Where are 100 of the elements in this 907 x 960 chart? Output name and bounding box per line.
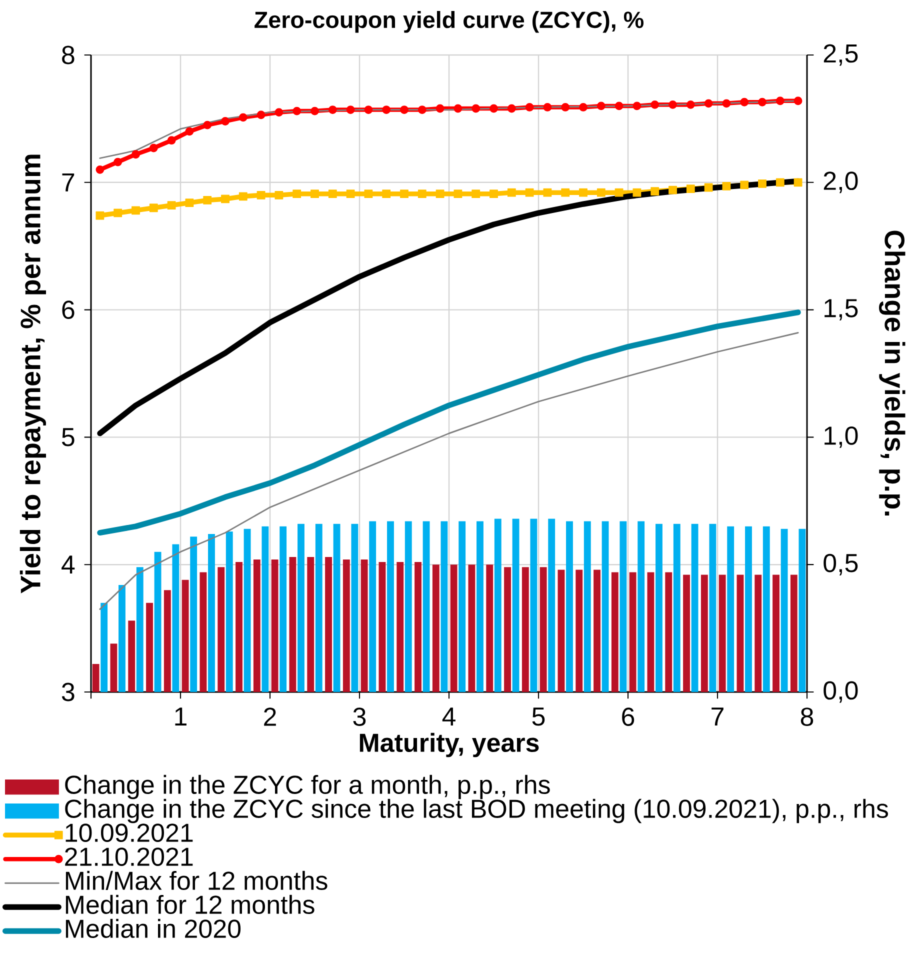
bar: [727, 526, 734, 692]
bar: [307, 556, 314, 692]
point: [650, 100, 660, 109]
point: [185, 198, 194, 207]
legend-label: Change in the ZCYC for a month, p.p., rhs: [65, 774, 550, 800]
point: [418, 190, 426, 198]
point: [400, 106, 408, 114]
point: [238, 113, 248, 122]
point: [114, 158, 122, 166]
point: [525, 103, 534, 112]
bar: [315, 524, 322, 692]
point: [114, 208, 122, 218]
point: [525, 188, 534, 197]
bar: [351, 524, 358, 692]
bar: [772, 574, 780, 692]
y-tick-label: 3: [62, 682, 74, 702]
point: [579, 103, 588, 112]
bar: [253, 560, 260, 692]
y-tick-label: 7: [62, 173, 74, 192]
x-axis-title: Maturity, years: [360, 732, 539, 758]
x-tick-label: 5: [532, 708, 545, 726]
bar: [396, 562, 404, 692]
bar: [200, 572, 207, 692]
bar: [218, 567, 225, 692]
point: [256, 110, 266, 120]
y2-tick-label: 0,5: [824, 554, 858, 576]
point: [418, 106, 426, 114]
legend-label: 10.09.2021: [66, 824, 193, 842]
point: [472, 190, 480, 198]
y2-tick-label: 1,5: [824, 299, 858, 320]
point: [543, 103, 552, 112]
point: [632, 102, 642, 110]
point: [758, 179, 766, 188]
bar: [450, 564, 458, 692]
bar: [458, 521, 466, 692]
point: [758, 98, 766, 106]
point: [132, 206, 140, 215]
y-tick-label: 6: [62, 300, 74, 319]
bar: [700, 574, 708, 692]
bar: [790, 574, 798, 692]
point: [776, 96, 784, 106]
point: [256, 190, 266, 200]
bar: [468, 564, 476, 692]
bar: [736, 574, 744, 692]
bar: [136, 567, 144, 692]
point: [740, 98, 749, 106]
bar: [530, 518, 538, 692]
point: [794, 96, 802, 106]
bar: [432, 564, 440, 692]
line-series: [99, 332, 799, 610]
bar: [745, 526, 752, 692]
point: [149, 204, 158, 212]
point: [364, 190, 373, 198]
point: [328, 106, 337, 114]
point: [614, 188, 624, 197]
y-axis-title: Yield to repayment, % per annum: [20, 154, 46, 594]
point: [561, 103, 570, 112]
point: [490, 190, 498, 198]
bar: [602, 521, 609, 692]
point: [364, 106, 373, 114]
point: [561, 188, 570, 197]
bar: [594, 570, 600, 692]
bar: [522, 567, 529, 692]
bar: [683, 574, 690, 692]
x-tick-label: 2: [264, 708, 276, 726]
bar: [262, 526, 269, 692]
point: [203, 196, 212, 204]
bar: [540, 567, 547, 692]
point: [490, 104, 498, 113]
bar: [360, 560, 368, 692]
point: [776, 178, 784, 187]
bar: [558, 570, 565, 692]
bar: [718, 574, 726, 692]
bar: [289, 556, 296, 692]
bar: [414, 562, 422, 692]
bar: [164, 590, 171, 692]
point: [274, 190, 284, 200]
point: [614, 102, 624, 110]
point: [794, 178, 802, 187]
point: [668, 186, 677, 194]
point: [596, 102, 606, 110]
bar: [584, 521, 591, 692]
point: [632, 188, 642, 197]
bar: [190, 536, 198, 692]
bar: [576, 570, 583, 692]
y2-tick-label: 0,0: [824, 681, 858, 703]
point: [543, 188, 552, 197]
bar: [378, 562, 386, 692]
point: [221, 194, 230, 204]
legend-label: Min/Max for 12 months: [66, 870, 328, 890]
x-tick-label: 6: [622, 708, 634, 726]
bar: [656, 524, 662, 692]
bar: [226, 531, 233, 692]
point: [400, 190, 408, 198]
bar: [110, 644, 118, 692]
point: [686, 184, 695, 193]
point: [740, 180, 749, 190]
bar: [494, 518, 502, 692]
point: [704, 99, 713, 108]
bar: [638, 521, 645, 692]
